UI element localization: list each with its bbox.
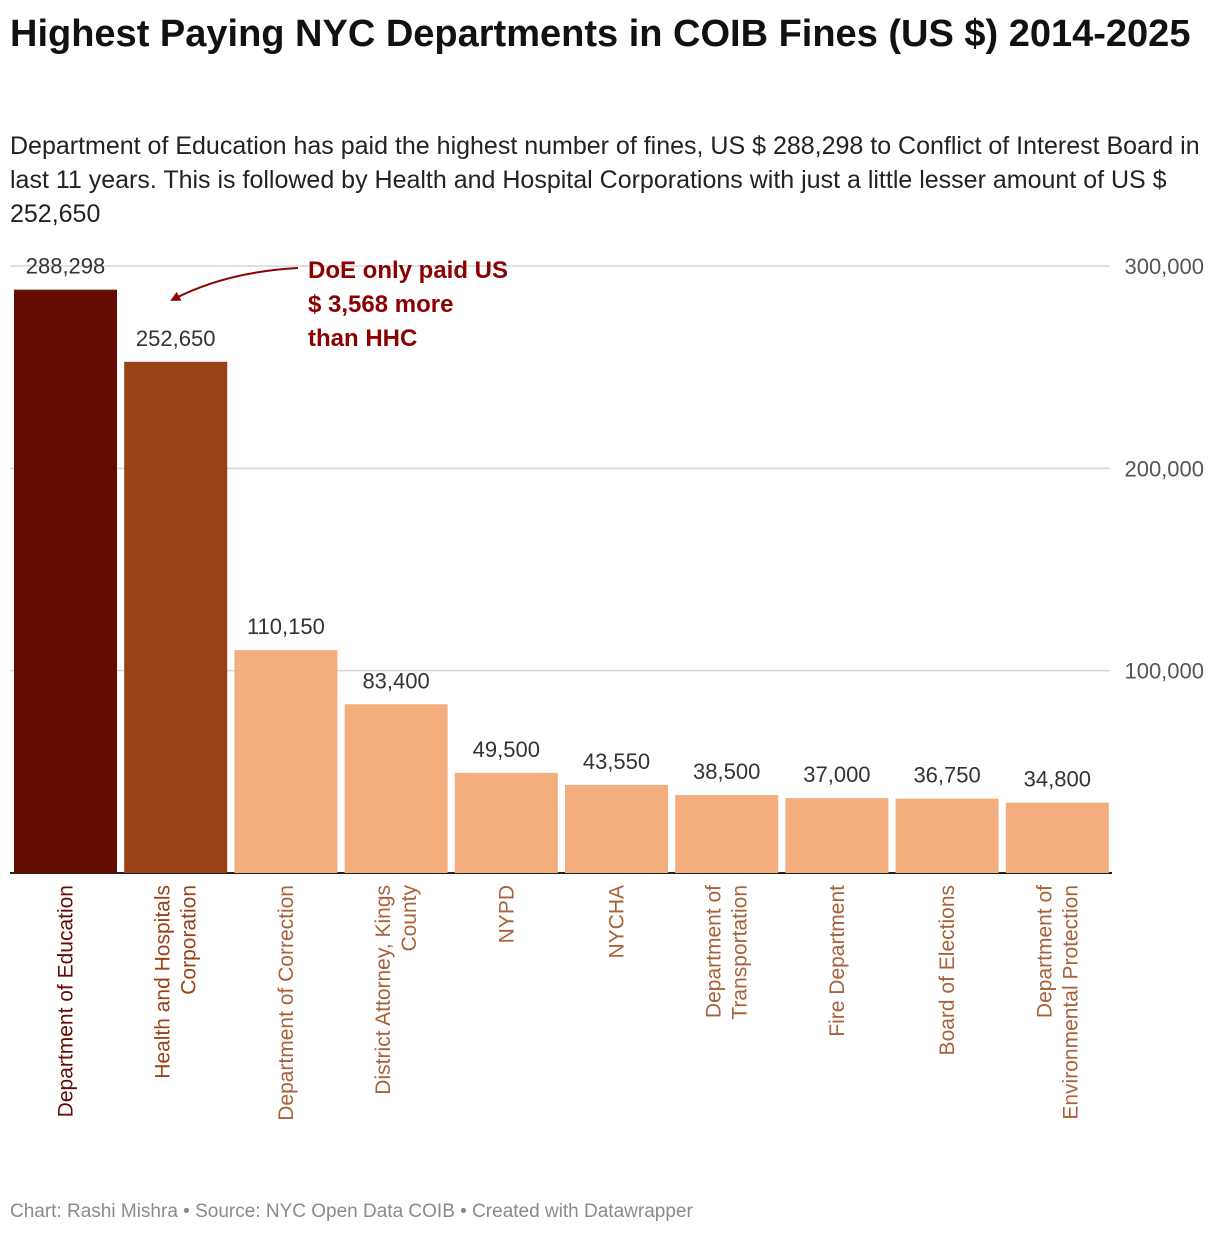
bar (675, 795, 779, 873)
category-label: Department of Education (55, 885, 78, 1117)
bar (1005, 802, 1109, 873)
bar (454, 772, 558, 873)
chart-subtitle: Department of Education has paid the hig… (10, 132, 1200, 228)
bar (234, 650, 338, 873)
category-label: Department of Correction (275, 885, 298, 1121)
value-label: 34,800 (1024, 767, 1091, 792)
value-label: 288,298 (26, 254, 106, 279)
annotation-arrow (170, 267, 299, 301)
value-label: 38,500 (693, 759, 760, 784)
category-label: Department of Environmental Protection (1033, 885, 1082, 1120)
category-label: District Attorney, Kings County (372, 885, 421, 1095)
value-label: 36,750 (913, 763, 980, 788)
category-label: NYPD (495, 885, 518, 943)
chart-footer: Chart: Rashi Mishra • Source: NYC Open D… (10, 1201, 693, 1222)
bar (124, 361, 228, 873)
value-label: 83,400 (362, 668, 429, 693)
y-tick-label: 200,000 (1124, 456, 1204, 481)
value-label: 37,000 (803, 762, 870, 787)
chart-title: Highest Paying NYC Departments in COIB F… (10, 13, 1191, 55)
bar (344, 704, 448, 873)
annotation-text: DoE only paid US $ 3,568 more than HHC (308, 257, 508, 352)
category-label: Department of Transportation (703, 885, 752, 1020)
category-label: NYCHA (606, 885, 629, 959)
bar (895, 798, 999, 873)
bar (14, 289, 117, 873)
bar-chart: 100,000 200,000 300,000 288,298 Department … (10, 254, 1204, 1121)
y-tick-label: 100,000 (1124, 659, 1204, 684)
category-label: Fire Department (826, 885, 849, 1037)
value-label: 49,500 (473, 737, 540, 762)
value-label: 252,650 (136, 326, 216, 351)
value-label: 110,150 (247, 614, 325, 639)
y-tick-label: 300,000 (1124, 254, 1204, 279)
bar (785, 798, 889, 873)
value-label: 43,550 (583, 749, 650, 774)
bar (565, 784, 668, 873)
category-label: Board of Elections (936, 885, 959, 1055)
category-label: Health and Hospitals Corporation (152, 885, 201, 1079)
